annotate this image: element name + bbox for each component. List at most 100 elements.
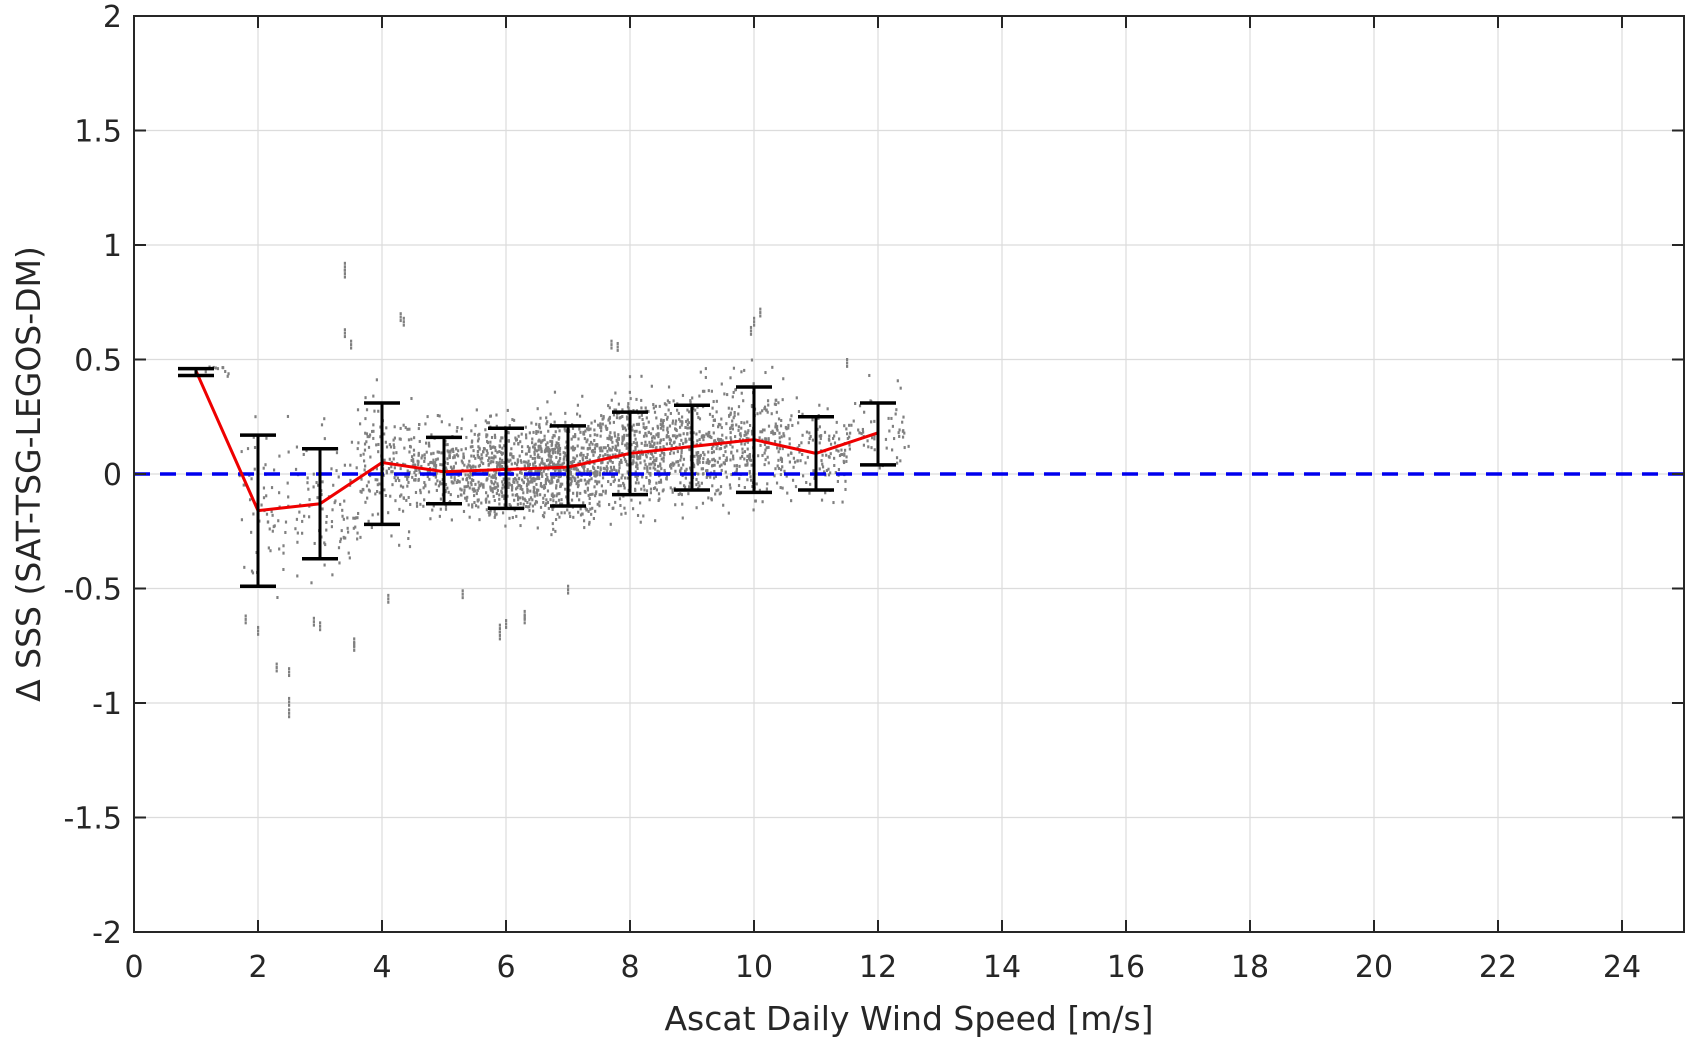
scatter-point (616, 341, 619, 345)
scatter-point (542, 501, 545, 505)
scatter-point (720, 463, 723, 467)
scatter-point (535, 490, 539, 494)
scatter-point (902, 429, 905, 433)
scatter-point (517, 483, 520, 487)
scatter-point (779, 486, 782, 490)
scatter-point (384, 440, 387, 444)
scatter-point (771, 429, 774, 433)
scatter-point (612, 474, 615, 478)
scatter-point (376, 512, 380, 516)
scatter-point (296, 531, 299, 535)
scatter-point (649, 491, 652, 495)
scatter-point (805, 430, 809, 434)
scatter-point (777, 466, 781, 470)
y-axis-label: Δ SSS (SAT-TSG-LEGOS-DM) (9, 246, 48, 702)
scatter-point (533, 494, 536, 498)
scatter-point (434, 461, 437, 465)
scatter-point (849, 431, 852, 435)
scatter-point (557, 468, 561, 472)
scatter-point (824, 491, 827, 495)
scatter-point (529, 496, 533, 500)
scatter-point (681, 502, 684, 506)
scatter-point (888, 429, 891, 433)
x-tick-label: 6 (496, 950, 515, 985)
scatter-point (635, 461, 638, 465)
scatter-point (516, 495, 520, 499)
scatter-point (764, 438, 768, 442)
scatter-point (765, 487, 768, 491)
scatter-point (846, 361, 849, 365)
scatter-point (409, 502, 412, 506)
scatter-point (743, 486, 746, 490)
scatter-point (892, 437, 896, 441)
scatter-point (544, 482, 547, 486)
scatter-point (543, 438, 546, 442)
scatter-point (763, 451, 766, 455)
scatter-point (763, 463, 766, 467)
scatter-point (487, 421, 491, 425)
scatter-point (506, 485, 510, 489)
scatter-point (498, 463, 501, 467)
scatter-point (250, 477, 253, 481)
scatter-point (680, 448, 683, 452)
scatter-point (551, 447, 554, 451)
scatter-point (778, 436, 781, 440)
scatter-point (746, 420, 749, 424)
scatter-point (827, 467, 830, 471)
scatter-point (262, 466, 265, 470)
scatter-point (489, 461, 492, 465)
scatter-point (581, 512, 584, 516)
scatter-point (799, 459, 802, 463)
scatter-point (501, 483, 504, 487)
scatter-point (485, 449, 489, 453)
scatter-point (723, 392, 726, 396)
scatter-point (535, 431, 538, 435)
scatter-point (531, 456, 534, 460)
scatter-point (558, 459, 561, 463)
scatter-point (711, 406, 714, 410)
scatter-point (485, 478, 488, 482)
scatter-point (383, 488, 386, 492)
scatter-point (493, 454, 496, 458)
scatter-point (545, 464, 548, 468)
scatter-point (479, 457, 482, 461)
scatter-point (846, 432, 849, 436)
scatter-point (834, 471, 837, 475)
scatter-point (895, 408, 898, 412)
scatter-point (315, 481, 318, 485)
scatter-point (457, 449, 460, 453)
scatter-point (448, 454, 451, 458)
scatter-point (414, 463, 417, 467)
scatter-point (472, 464, 475, 468)
scatter-point (502, 494, 505, 498)
scatter-point (649, 473, 652, 477)
scatter-point (618, 466, 621, 470)
scatter-point (588, 520, 591, 524)
scatter-point (352, 516, 355, 520)
scatter-point (658, 470, 661, 474)
scatter-point (848, 423, 851, 427)
scatter-point (767, 445, 770, 449)
scatter-point (623, 506, 626, 510)
scatter-point (551, 440, 554, 444)
scatter-point (776, 464, 779, 468)
scatter-point (436, 457, 439, 461)
scatter-point (562, 457, 565, 461)
scatter-point (252, 512, 255, 516)
scatter-point (589, 434, 592, 438)
scatter-point (591, 442, 594, 446)
scatter-point (671, 421, 674, 425)
scatter-point (584, 456, 588, 460)
scatter-point (444, 507, 448, 511)
scatter-point (759, 443, 762, 447)
scatter-point (721, 439, 724, 443)
scatter-point (486, 441, 490, 445)
scatter-point (679, 433, 682, 437)
scatter-point (789, 451, 793, 455)
scatter-point (363, 468, 366, 472)
scatter-point (676, 460, 680, 464)
scatter-point (587, 493, 590, 497)
x-tick-label: 22 (1479, 950, 1517, 985)
scatter-point (474, 424, 477, 428)
scatter-point (466, 484, 470, 488)
